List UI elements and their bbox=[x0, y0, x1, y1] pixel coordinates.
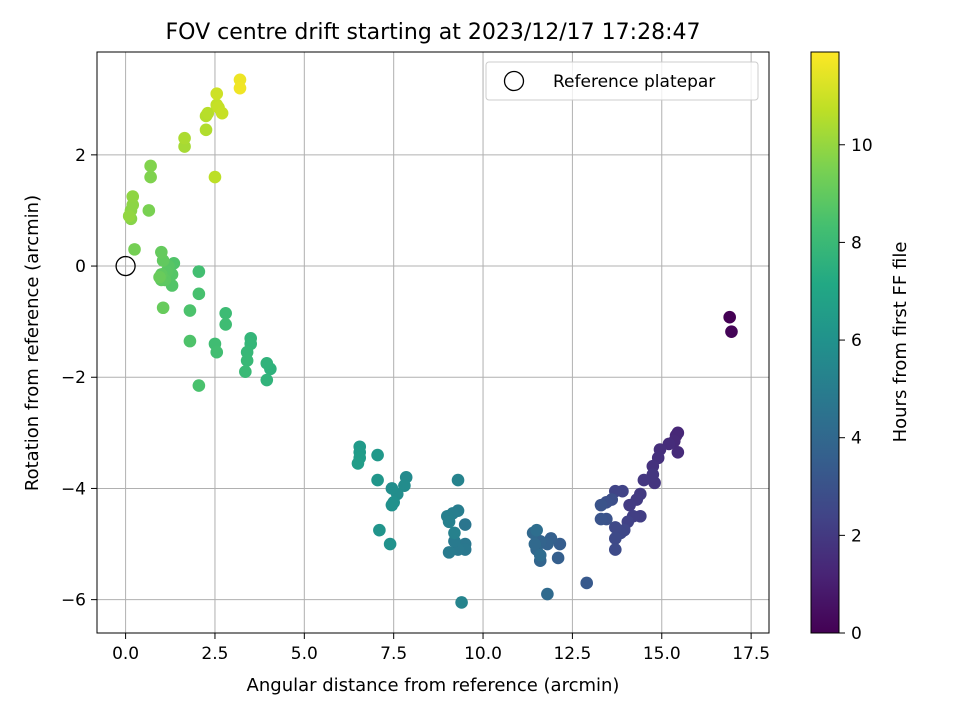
data-point bbox=[208, 170, 222, 184]
data-point bbox=[155, 245, 168, 259]
data-point bbox=[219, 307, 232, 320]
data-point bbox=[533, 548, 547, 562]
data-point bbox=[219, 318, 232, 331]
y-tick-label: −4 bbox=[61, 479, 86, 499]
data-point bbox=[723, 310, 736, 324]
x-tick-label: 15.0 bbox=[643, 644, 681, 664]
colorbar-tick-label: 0 bbox=[851, 624, 862, 644]
data-point bbox=[448, 526, 461, 540]
data-point bbox=[153, 270, 166, 284]
data-point bbox=[594, 512, 608, 526]
x-tick-label: 12.5 bbox=[553, 644, 591, 664]
x-tick-label: 5.0 bbox=[291, 644, 318, 664]
legend-box bbox=[485, 61, 759, 101]
data-point bbox=[580, 576, 594, 590]
data-point bbox=[199, 123, 213, 137]
x-axis-label: Angular distance from reference (arcmin) bbox=[247, 675, 620, 696]
data-point bbox=[371, 473, 384, 487]
chart-title: FOV centre drift starting at 2023/12/17 … bbox=[166, 20, 701, 45]
data-point bbox=[541, 587, 554, 601]
y-axis-label: Rotation from reference (arcmin) bbox=[22, 195, 43, 491]
data-point bbox=[455, 596, 468, 609]
data-point bbox=[458, 518, 472, 531]
data-point bbox=[551, 551, 565, 565]
y-tick-label: 2 bbox=[75, 146, 86, 166]
colorbar: 0 2 4 6 8 10 Hours from first FF file bbox=[810, 51, 911, 644]
data-point bbox=[671, 446, 685, 459]
data-point bbox=[183, 334, 197, 348]
y-tick-label: −2 bbox=[61, 368, 86, 388]
x-tick-label: 10.0 bbox=[464, 644, 502, 664]
data-point bbox=[398, 479, 411, 492]
data-point bbox=[385, 498, 399, 512]
x-tick-label: 17.5 bbox=[732, 644, 770, 664]
colorbar-gradient bbox=[810, 51, 840, 634]
data-point bbox=[178, 131, 191, 145]
y-axis: −6 −4 −2 0 2 bbox=[61, 146, 97, 611]
data-point bbox=[233, 81, 247, 95]
data-point bbox=[385, 482, 399, 495]
data-point bbox=[210, 87, 224, 100]
data-point bbox=[201, 106, 215, 120]
data-point bbox=[608, 521, 622, 534]
x-tick-label: 0.0 bbox=[112, 644, 139, 664]
points-layer bbox=[122, 73, 738, 609]
colorbar-tick-label: 6 bbox=[851, 331, 862, 351]
x-tick-label: 2.5 bbox=[201, 644, 228, 664]
colorbar-tick-label: 2 bbox=[851, 526, 862, 546]
legend-label: Reference platepar bbox=[553, 72, 715, 92]
colorbar-label: Hours from first FF file bbox=[890, 242, 911, 443]
data-point bbox=[637, 473, 651, 487]
data-point bbox=[451, 473, 465, 487]
plot-frame bbox=[96, 51, 770, 634]
reference-marker bbox=[115, 255, 136, 277]
data-point bbox=[122, 209, 136, 223]
data-point bbox=[128, 243, 141, 256]
data-point bbox=[442, 515, 456, 529]
data-point bbox=[260, 357, 274, 370]
data-point bbox=[144, 159, 157, 173]
data-point bbox=[192, 287, 206, 301]
data-point bbox=[442, 546, 456, 559]
legend-marker bbox=[503, 70, 525, 92]
x-tick-label: 7.5 bbox=[380, 644, 407, 664]
colorbar-tick-label: 10 bbox=[851, 136, 873, 156]
data-point bbox=[239, 365, 252, 378]
data-point bbox=[351, 457, 365, 470]
colorbar-ticks: 0 2 4 6 8 10 bbox=[839, 136, 873, 644]
x-axis: 0.0 2.5 5.0 7.5 10.0 12.5 15.0 17.5 bbox=[112, 633, 770, 664]
data-point bbox=[371, 448, 384, 462]
data-point bbox=[530, 523, 543, 537]
y-tick-label: 0 bbox=[75, 257, 86, 277]
data-point bbox=[192, 265, 206, 278]
data-point bbox=[528, 537, 542, 551]
data-point bbox=[725, 325, 738, 338]
data-point bbox=[623, 498, 636, 512]
data-point bbox=[373, 523, 386, 537]
data-point bbox=[383, 537, 397, 551]
data-point bbox=[260, 373, 274, 387]
y-tick-label: −6 bbox=[61, 591, 86, 611]
data-point bbox=[156, 301, 170, 315]
data-point bbox=[144, 170, 157, 184]
data-point bbox=[608, 532, 622, 545]
reference-layer bbox=[115, 255, 136, 277]
data-point bbox=[183, 304, 197, 317]
data-point bbox=[192, 379, 206, 392]
data-point bbox=[215, 106, 229, 120]
colorbar-tick-label: 4 bbox=[851, 429, 862, 449]
grid-layer bbox=[97, 52, 769, 633]
data-point bbox=[594, 498, 608, 512]
colorbar-tick-label: 8 bbox=[851, 233, 862, 253]
data-point bbox=[608, 543, 622, 556]
data-point bbox=[126, 190, 140, 203]
data-point bbox=[210, 345, 224, 359]
data-point bbox=[142, 204, 156, 217]
data-point bbox=[240, 354, 254, 367]
legend: Reference platepar bbox=[485, 61, 759, 101]
